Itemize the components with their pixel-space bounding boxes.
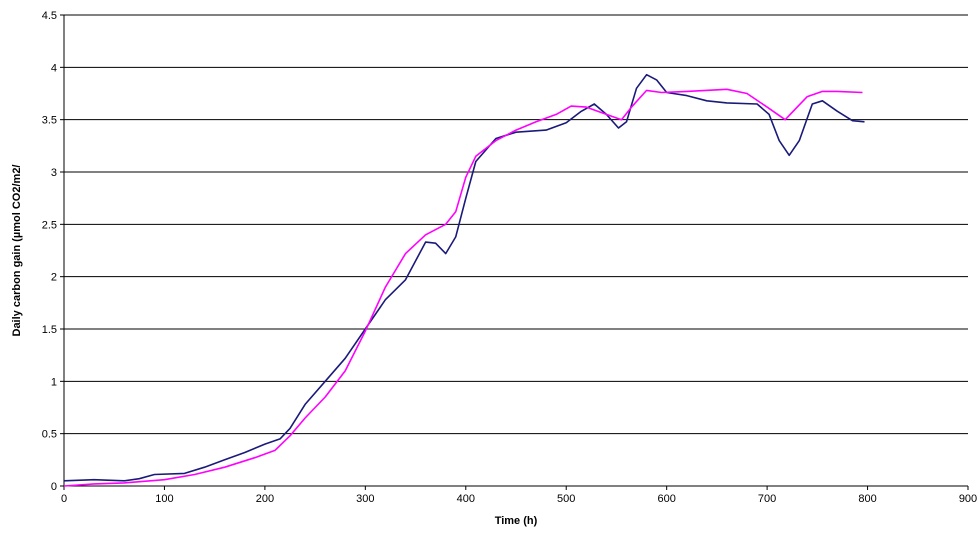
x-tick-label: 300	[356, 493, 374, 505]
x-axis-title: Time (h)	[495, 515, 538, 527]
x-tick-label: 0	[61, 493, 67, 505]
x-tick-label: 900	[959, 493, 977, 505]
x-tick-label: 200	[256, 493, 274, 505]
x-tick-label: 100	[155, 493, 173, 505]
y-tick-label: 0.5	[42, 429, 57, 441]
series-lines	[63, 73, 865, 487]
x-tick-label: 500	[557, 493, 575, 505]
y-tick-label: 2.5	[42, 219, 57, 231]
y-tick-label: 4.5	[42, 10, 57, 22]
x-tick-label: 700	[758, 493, 776, 505]
gridlines	[64, 14, 968, 435]
tick-labels: 0 0.5 1 1.5 2 2.5 3 3.5 4 4.5 0 100 200 300 400 500 600 7…	[42, 10, 977, 505]
y-tick-label: 3.5	[42, 115, 57, 127]
series-line-2	[63, 88, 863, 487]
y-tick-label: 1	[51, 376, 57, 388]
x-tick-label: 800	[858, 493, 876, 505]
series-line-1	[63, 73, 865, 482]
y-tick-label: 1.5	[42, 324, 57, 336]
axes	[60, 14, 969, 490]
y-tick-label: 4	[51, 62, 57, 74]
x-tick-label: 400	[457, 493, 475, 505]
y-tick-label: 3	[51, 167, 57, 179]
y-tick-label: 2	[51, 272, 57, 284]
y-axis-title: Daily carbon gain (µmol CO2/m2/	[11, 165, 23, 337]
x-tick-label: 600	[657, 493, 675, 505]
y-tick-label: 0	[51, 481, 57, 493]
